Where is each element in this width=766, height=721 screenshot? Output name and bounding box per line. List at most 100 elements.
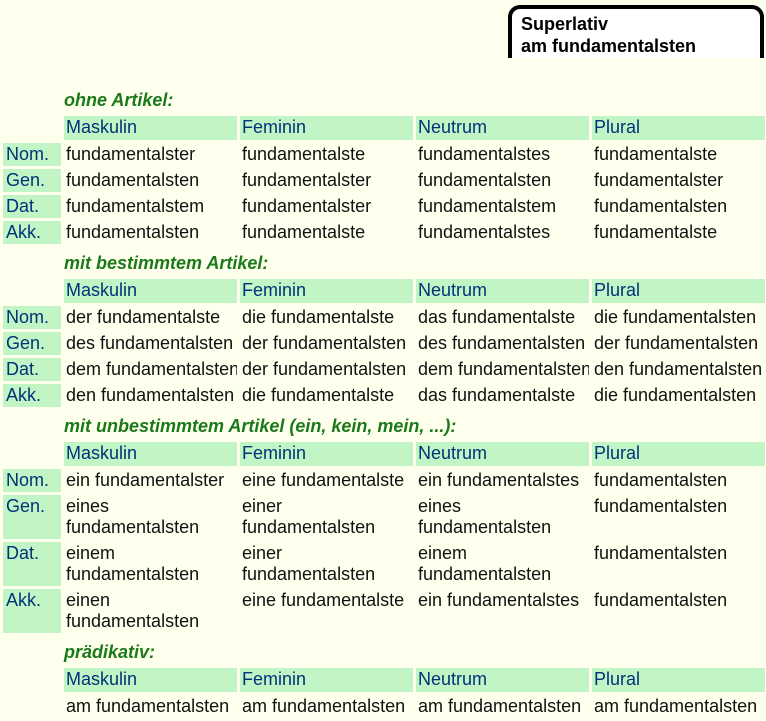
word-form-cell: fundamentalsten: [594, 196, 728, 216]
word-form-cell: die fundamentalsten: [594, 385, 757, 405]
section-ohne-artikel: ohne Artikel: Maskulin Feminin Neutrum Plur…: [0, 90, 766, 247]
word-form-cell: fundamentalsten: [418, 170, 552, 190]
column-header-maskulin: Maskulin: [64, 442, 237, 466]
title-box: Superlativ am fundamentalsten: [508, 5, 764, 58]
word-form-cell: das fundamentalste: [418, 307, 576, 327]
word-form-cell: fundamentalste: [594, 144, 718, 164]
column-header-neutrum: Neutrum: [416, 668, 589, 692]
header-label-spacer: [3, 442, 61, 466]
table-row: Nom. der fundamentalste die fundamentalste…: [3, 306, 765, 329]
word-form-cell: fundamentalsten: [594, 590, 728, 610]
column-header-feminin: Feminin: [240, 442, 413, 466]
column-header-row: Maskulin Feminin Neutrum Plural: [3, 442, 765, 466]
table-row: Akk. einen fundamentalsten eine fundamenta…: [3, 589, 765, 633]
table-row: Gen. des fundamentalsten der fundamentalst…: [3, 332, 765, 355]
column-header-plural: Plural: [592, 279, 765, 303]
case-label: Gen.: [3, 169, 61, 192]
word-form-cell: die fundamentalste: [242, 385, 395, 405]
word-form-cell: des fundamentalsten: [66, 333, 234, 353]
word-form-cell: ein fundamentalstes: [418, 590, 580, 610]
word-form-cell: eine fundamentalste: [242, 470, 405, 490]
word-form-cell: am fundamentalsten: [242, 696, 406, 716]
word-form-cell: eine fundamentalste: [242, 590, 405, 610]
section-heading: prädikativ:: [64, 642, 156, 662]
word-form-cell: fundamentalster: [66, 144, 196, 164]
case-label: Akk.: [3, 384, 61, 407]
case-label: Gen.: [3, 495, 61, 539]
declension-table: Maskulin Feminin Neutrum Plural Nom. der fund…: [0, 276, 766, 410]
section-heading: ohne Artikel:: [64, 90, 174, 110]
word-form-cell: die fundamentalste: [242, 307, 395, 327]
table-row: Dat. fundamentalstem fundamentalster fundam…: [3, 195, 765, 218]
section-praedikativ: prädikativ: Maskulin Feminin Neutrum Plural…: [0, 642, 766, 721]
column-header-neutrum: Neutrum: [416, 279, 589, 303]
word-form-cell: der fundamentalsten: [594, 333, 759, 353]
word-form-cell: fundamentalste: [242, 222, 366, 242]
header-label-spacer: [3, 668, 61, 692]
word-form-cell: fundamentalsten: [66, 222, 200, 242]
word-form-cell: fundamentalster: [594, 170, 724, 190]
section-heading: mit unbestimmtem Artikel (ein, kein, mei…: [64, 416, 457, 436]
word-form-cell: ein fundamentalstes: [418, 470, 580, 490]
case-label: Akk.: [3, 221, 61, 244]
column-header-maskulin: Maskulin: [64, 279, 237, 303]
word-form-cell: fundamentalsten: [66, 170, 200, 190]
word-form-cell: einem fundamentalsten: [66, 543, 200, 584]
column-header-neutrum: Neutrum: [416, 442, 589, 466]
word-form-cell: fundamentalster: [242, 170, 372, 190]
word-form-cell: fundamentalste: [594, 222, 718, 242]
column-header-row: Maskulin Feminin Neutrum Plural: [3, 668, 765, 692]
word-form-cell: das fundamentalste: [418, 385, 576, 405]
case-label: Dat.: [3, 358, 61, 381]
word-form-cell: eines fundamentalsten: [66, 496, 200, 537]
table-row: Dat. einem fundamentalsten einer fundament…: [3, 542, 765, 586]
word-form-cell: fundamentalsten: [594, 496, 728, 516]
word-form-cell: fundamentalstem: [418, 196, 557, 216]
table-row: Dat. dem fundamentalsten der fundamentalst…: [3, 358, 765, 381]
word-form-cell: fundamentalster: [242, 196, 372, 216]
case-label: Gen.: [3, 332, 61, 355]
case-label: Akk.: [3, 589, 61, 633]
declension-table: Maskulin Feminin Neutrum Plural Nom. fundamen…: [0, 113, 766, 247]
table-row: Nom. ein fundamentalster eine fundamentals…: [3, 469, 765, 492]
word-form-cell: einen fundamentalsten: [66, 590, 200, 631]
word-form-cell: einem fundamentalsten: [418, 543, 552, 584]
word-form-cell: fundamentalsten: [594, 543, 728, 563]
word-form-cell: fundamentalstes: [418, 144, 551, 164]
case-label: Nom.: [3, 143, 61, 166]
word-form-cell: einer fundamentalsten: [242, 543, 376, 584]
word-form-cell: des fundamentalsten: [418, 333, 586, 353]
word-form-cell: den fundamentalsten: [594, 359, 763, 379]
case-label: Dat.: [3, 542, 61, 586]
word-form-cell: am fundamentalsten: [418, 696, 582, 716]
column-header-feminin: Feminin: [240, 116, 413, 140]
word-form-cell: der fundamentalsten: [242, 359, 407, 379]
word-form-cell: fundamentalstes: [418, 222, 551, 242]
column-header-row: Maskulin Feminin Neutrum Plural: [3, 116, 765, 140]
case-label: Dat.: [3, 195, 61, 218]
word-form-cell: den fundamentalsten: [66, 385, 235, 405]
word-form-cell: einer fundamentalsten: [242, 496, 376, 537]
header-label-spacer: [3, 279, 61, 303]
word-form-cell: dem fundamentalsten: [66, 359, 237, 379]
word-form-cell: fundamentalsten: [594, 470, 728, 490]
declension-table: Maskulin Feminin Neutrum Plural Nom. ein fund…: [0, 439, 766, 636]
word-form-cell: der fundamentalste: [66, 307, 221, 327]
table-row: Nom. fundamentalster fundamentalste fundame…: [3, 143, 765, 166]
empty-label-cell: [3, 695, 61, 718]
column-header-plural: Plural: [592, 668, 765, 692]
word-form-cell: fundamentalste: [242, 144, 366, 164]
header-label-spacer: [3, 116, 61, 140]
column-header-feminin: Feminin: [240, 668, 413, 692]
column-header-plural: Plural: [592, 116, 765, 140]
word-form-cell: fundamentalstem: [66, 196, 205, 216]
section-heading: mit bestimmtem Artikel:: [64, 253, 269, 273]
title-line-2: am fundamentalsten: [521, 36, 697, 56]
section-mit-bestimmtem-artikel: mit bestimmtem Artikel: Maskulin Feminin N…: [0, 253, 766, 410]
word-form-cell: am fundamentalsten: [594, 696, 758, 716]
table-row: Gen. eines fundamentalsten einer fundament…: [3, 495, 765, 539]
title-line-1: Superlativ: [521, 14, 609, 34]
column-header-row: Maskulin Feminin Neutrum Plural: [3, 279, 765, 303]
table-row: Gen. fundamentalsten fundamentalster fundam…: [3, 169, 765, 192]
